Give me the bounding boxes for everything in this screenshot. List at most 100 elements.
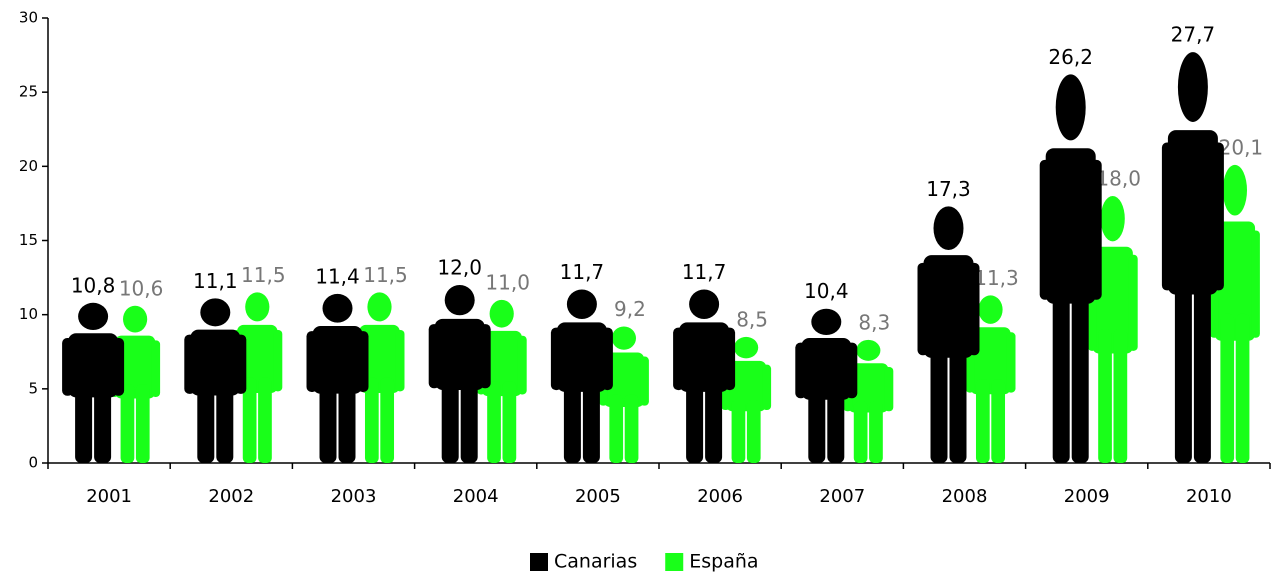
y-tick-label: 25: [19, 83, 38, 101]
x-tick-label: 2004: [453, 486, 499, 507]
legend-swatch: [530, 553, 548, 571]
person-arm: [1006, 332, 1016, 393]
person: [476, 299, 527, 463]
person-arm: [1090, 159, 1102, 300]
y-tick-label: 0: [28, 454, 38, 472]
x-tick-label: 2009: [1064, 486, 1110, 507]
y-tick-label: 10: [19, 305, 38, 323]
person-head: [933, 206, 964, 251]
person-arm: [235, 334, 247, 394]
person-head: [1055, 74, 1086, 141]
person: [1087, 196, 1138, 463]
person-leg: [441, 374, 459, 463]
value-label: 12,0: [437, 256, 482, 280]
value-label: 8,5: [736, 307, 768, 331]
person: [1039, 74, 1102, 463]
person-leg: [380, 377, 395, 463]
person-leg: [949, 334, 967, 463]
person: [673, 289, 736, 463]
person-head: [1222, 164, 1247, 216]
person-torso: [970, 327, 1011, 395]
person-head: [856, 339, 881, 361]
person-leg: [686, 376, 704, 463]
person-torso: [434, 318, 485, 391]
person-arm: [151, 340, 161, 397]
person-torso: [114, 335, 156, 399]
person-torso: [312, 326, 363, 394]
value-label: 10,6: [119, 276, 164, 300]
person-head: [1100, 196, 1125, 242]
person-arm: [673, 327, 685, 391]
value-label: 11,4: [315, 264, 360, 288]
value-label: 18,0: [1096, 167, 1141, 191]
person-torso: [237, 324, 278, 394]
person-head: [689, 289, 720, 319]
person-arm: [601, 327, 613, 391]
person-head: [200, 298, 231, 327]
person-head: [611, 326, 636, 350]
person-arm: [479, 324, 491, 389]
person-leg: [609, 394, 624, 463]
x-tick-label: 2008: [942, 486, 988, 507]
person: [232, 292, 283, 463]
person-leg: [487, 381, 501, 463]
value-label: 20,1: [1219, 135, 1264, 159]
value-label: 10,4: [804, 279, 849, 303]
person: [795, 308, 858, 463]
person: [721, 336, 772, 463]
person: [965, 295, 1016, 463]
legend-swatch: [665, 553, 684, 571]
person-leg: [319, 378, 337, 463]
x-tick-label: 2010: [1186, 486, 1232, 507]
legend-label: Canarias: [554, 551, 637, 573]
person-torso: [1045, 148, 1096, 304]
person-arm: [357, 331, 369, 392]
y-tick-label: 30: [19, 9, 38, 27]
person-arm: [273, 329, 283, 392]
person-arm: [62, 338, 74, 396]
person-leg: [502, 381, 517, 463]
person-leg: [94, 382, 112, 463]
person: [306, 293, 369, 463]
person-leg: [731, 399, 746, 463]
person: [1161, 52, 1224, 463]
value-label: 8,3: [858, 310, 890, 334]
person-arm: [917, 262, 929, 356]
person-torso: [603, 352, 645, 408]
value-label: 11,1: [193, 269, 238, 293]
person-leg: [242, 377, 257, 463]
person-torso: [801, 338, 852, 400]
value-label: 10,8: [71, 273, 116, 297]
person-torso: [481, 330, 522, 397]
person-head: [444, 285, 475, 316]
person-arm: [724, 327, 736, 391]
value-label: 11,7: [560, 260, 605, 284]
y-tick-label: 20: [19, 157, 38, 175]
person-leg: [1193, 257, 1211, 463]
value-label: 11,0: [485, 270, 530, 294]
person-leg: [338, 378, 356, 463]
person-leg: [120, 384, 135, 463]
legend-label: España: [689, 551, 758, 573]
x-tick-label: 2006: [697, 486, 743, 507]
person-arm: [1161, 142, 1173, 291]
person-torso: [359, 324, 400, 394]
person: [917, 206, 980, 463]
person-arm: [1128, 254, 1138, 351]
person-leg: [705, 376, 723, 463]
value-label: 26,2: [1048, 45, 1093, 69]
person-leg: [197, 380, 215, 463]
person-arm: [184, 334, 196, 394]
person-torso: [190, 329, 241, 396]
person-torso: [68, 333, 119, 398]
y-tick-label: 15: [19, 231, 38, 249]
person-leg: [582, 376, 600, 463]
person-leg: [1071, 268, 1089, 463]
person-arm: [762, 364, 772, 411]
person-torso: [725, 360, 767, 412]
person-head: [245, 292, 270, 322]
person-torso: [848, 363, 889, 413]
value-label: 27,7: [1171, 23, 1216, 47]
person-leg: [991, 379, 1006, 463]
